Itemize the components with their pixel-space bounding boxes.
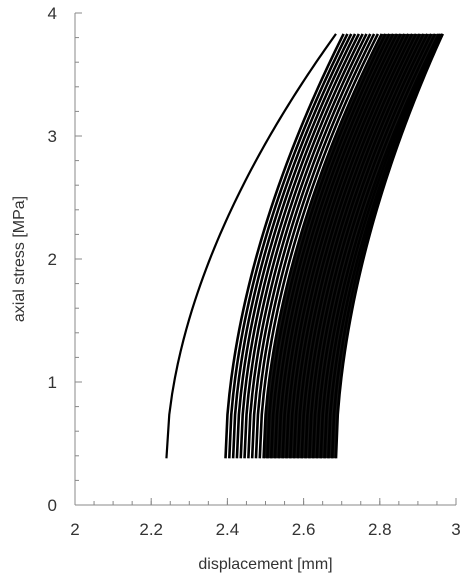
load-cycle-curve xyxy=(247,33,368,459)
load-cycle-curve xyxy=(228,33,349,459)
axis-tick-labels: 2 2.2 2.4 2.6 2.8 3 0 1 2 3 4 xyxy=(48,4,461,539)
y-tick-label: 1 xyxy=(48,373,57,392)
x-tick-label: 2.2 xyxy=(139,520,163,539)
y-tick-label: 2 xyxy=(48,250,57,269)
x-tick-label: 2.6 xyxy=(292,520,316,539)
load-cycle-curve xyxy=(235,33,357,459)
dense-cycle-band xyxy=(263,33,443,459)
load-cycle-curve xyxy=(254,33,376,459)
axis-ticks xyxy=(74,12,457,506)
y-axis-title: axial stress [MPa] xyxy=(11,196,28,322)
load-cycle-curves xyxy=(165,33,444,459)
load-cycle-curve xyxy=(258,33,380,459)
x-axis-title: displacement [mm] xyxy=(198,556,332,573)
y-tick-label: 0 xyxy=(48,496,57,515)
y-tick-label: 4 xyxy=(48,4,57,23)
x-tick-label: 2.8 xyxy=(368,520,392,539)
first-load-cycle-curve xyxy=(165,33,337,459)
load-cycle-curve xyxy=(239,33,361,459)
load-cycle-curve xyxy=(250,33,372,459)
load-cycle-curve xyxy=(224,33,345,459)
x-tick-label: 2 xyxy=(70,520,79,539)
load-cycle-curve xyxy=(231,33,353,459)
y-tick-label: 3 xyxy=(48,127,57,146)
load-cycle-curve xyxy=(243,33,364,459)
x-tick-label: 3 xyxy=(451,520,460,539)
x-tick-label: 2.4 xyxy=(216,520,240,539)
